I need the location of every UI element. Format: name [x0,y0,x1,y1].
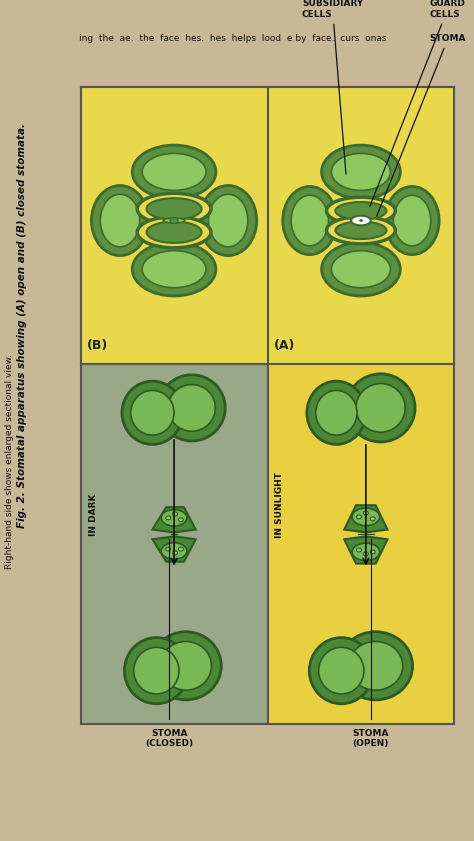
Ellipse shape [321,242,400,296]
Text: ing  the  ae.  the  face  hes.  hes  helps  lood  e by  face.  curs  onas: ing the ae. the face hes. hes helps lood… [79,34,387,43]
Ellipse shape [122,381,183,444]
Ellipse shape [359,220,363,221]
Text: (A): (A) [273,340,295,352]
Text: IN SUNLIGHT: IN SUNLIGHT [275,473,284,538]
Ellipse shape [100,194,140,246]
Ellipse shape [319,648,364,694]
Ellipse shape [356,515,362,519]
Ellipse shape [310,637,373,704]
Ellipse shape [124,637,188,704]
Ellipse shape [158,375,225,441]
Ellipse shape [132,242,216,296]
Ellipse shape [321,145,400,198]
Bar [82,365,266,723]
Ellipse shape [356,383,405,432]
Ellipse shape [364,552,368,556]
Ellipse shape [346,374,415,442]
Polygon shape [153,537,196,562]
Ellipse shape [161,510,187,526]
Ellipse shape [161,542,187,559]
Ellipse shape [307,381,366,444]
Bar [268,87,454,363]
Ellipse shape [291,195,328,246]
Polygon shape [153,507,196,532]
Ellipse shape [370,517,375,521]
Ellipse shape [364,511,368,515]
Ellipse shape [385,187,439,255]
Ellipse shape [166,547,171,551]
Ellipse shape [160,642,211,690]
Ellipse shape [179,518,183,521]
Ellipse shape [173,551,178,555]
Polygon shape [344,505,388,532]
Ellipse shape [168,384,215,431]
Ellipse shape [173,512,178,516]
Text: GUARD
CELLS: GUARD CELLS [370,0,465,206]
Ellipse shape [339,632,412,700]
Ellipse shape [179,547,183,551]
Ellipse shape [91,186,148,256]
Text: STOMA
(CLOSED): STOMA (CLOSED) [145,729,193,748]
Ellipse shape [134,648,179,694]
Ellipse shape [336,202,386,220]
Text: SUBSIDIARY
CELLS: SUBSIDIARY CELLS [302,0,363,174]
Text: STOMA: STOMA [377,34,466,216]
Text: STOMA
(OPEN): STOMA (OPEN) [353,729,389,748]
Text: Right-hand side shows enlarged sectional view.: Right-hand side shows enlarged sectional… [5,354,14,569]
Ellipse shape [327,217,395,244]
Bar [268,365,454,723]
Ellipse shape [132,145,216,198]
Ellipse shape [327,197,395,225]
Ellipse shape [150,632,221,700]
Ellipse shape [283,187,337,255]
Ellipse shape [146,198,201,220]
Ellipse shape [163,218,185,223]
Text: (B): (B) [87,340,108,352]
Ellipse shape [137,193,211,225]
Bar [82,87,266,363]
Polygon shape [344,537,388,563]
Ellipse shape [331,153,391,190]
Ellipse shape [393,195,431,246]
Ellipse shape [142,251,206,288]
Ellipse shape [331,251,391,288]
Ellipse shape [349,642,403,690]
Ellipse shape [146,221,201,243]
Ellipse shape [209,194,248,246]
Ellipse shape [351,215,371,225]
Ellipse shape [316,390,357,435]
Ellipse shape [352,508,380,526]
Ellipse shape [200,186,257,256]
Ellipse shape [370,550,375,554]
Ellipse shape [131,390,174,435]
Ellipse shape [166,516,171,520]
Text: Fig. 2. Stomatal apparatus showing (A) open and (B) closed stomata.: Fig. 2. Stomatal apparatus showing (A) o… [17,123,27,527]
Ellipse shape [170,218,178,224]
Ellipse shape [336,221,386,239]
Bar [81,87,455,364]
Ellipse shape [137,217,211,248]
Ellipse shape [356,548,362,552]
Text: IN DARK: IN DARK [89,494,98,537]
Ellipse shape [142,153,206,190]
Ellipse shape [352,543,380,561]
